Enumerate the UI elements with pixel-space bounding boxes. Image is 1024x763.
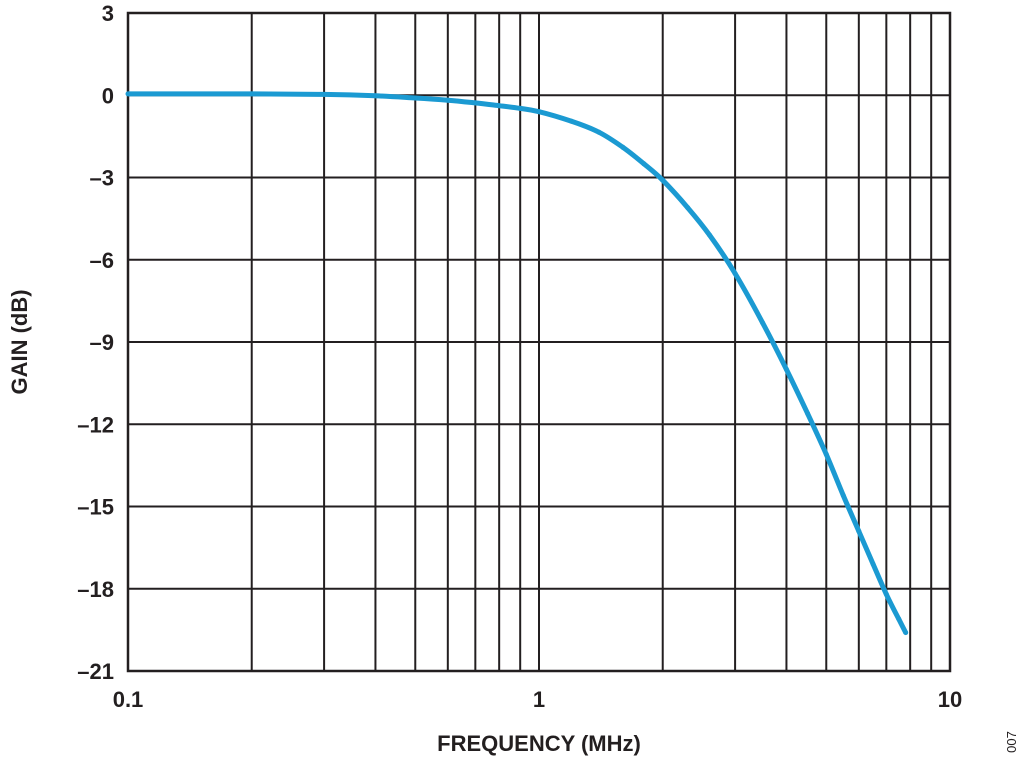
data-point <box>412 95 418 101</box>
data-point <box>883 591 889 597</box>
data-point <box>536 109 542 115</box>
y-axis-title: GAIN (dB) <box>7 289 32 394</box>
series-layer <box>125 91 909 636</box>
data-point <box>707 232 713 238</box>
gain-series-line <box>127 91 908 634</box>
data-point <box>870 561 876 567</box>
y-tick-label: –6 <box>90 248 114 273</box>
data-point <box>496 103 502 109</box>
y-tick-label: –15 <box>77 495 114 520</box>
data-point <box>321 91 327 97</box>
x-tick-labels: 0.1 1 10 <box>113 687 963 712</box>
data-point <box>732 271 738 276</box>
y-tick-label: –21 <box>77 659 114 684</box>
data-point <box>569 118 574 124</box>
x-tick-label: 1 <box>533 687 545 712</box>
data-point <box>660 177 666 183</box>
data-point <box>896 616 902 622</box>
data-point <box>805 410 810 416</box>
data-point <box>249 91 255 97</box>
y-tick-label: –3 <box>90 166 114 191</box>
y-tick-label: –12 <box>77 412 114 437</box>
data-point <box>856 528 862 534</box>
data-point <box>685 205 691 211</box>
data-point <box>125 91 131 97</box>
data-point <box>903 630 909 636</box>
y-tick-label: 0 <box>102 83 114 108</box>
data-point <box>620 144 626 150</box>
data-point <box>472 100 478 106</box>
y-tick-label: –18 <box>77 577 114 602</box>
data-point <box>517 105 523 111</box>
y-tick-label: –9 <box>90 330 114 355</box>
data-point <box>783 366 789 372</box>
x-axis-title: FREQUENCY (MHz) <box>437 731 641 756</box>
data-point <box>596 129 602 135</box>
x-tick-label: 0.1 <box>113 687 144 712</box>
x-tick-label: 10 <box>938 687 962 712</box>
y-tick-label: 3 <box>102 1 114 26</box>
data-point <box>641 161 647 167</box>
data-point <box>840 493 846 498</box>
y-tick-labels: 3 0 –3 –6 –9 –12 –15 –18 –21 <box>77 1 114 684</box>
figure-id: 007 <box>1004 731 1019 753</box>
data-point <box>445 97 451 103</box>
data-point <box>372 93 378 99</box>
data-point <box>823 451 829 457</box>
data-point <box>760 320 766 326</box>
plot-frame <box>126 11 952 673</box>
